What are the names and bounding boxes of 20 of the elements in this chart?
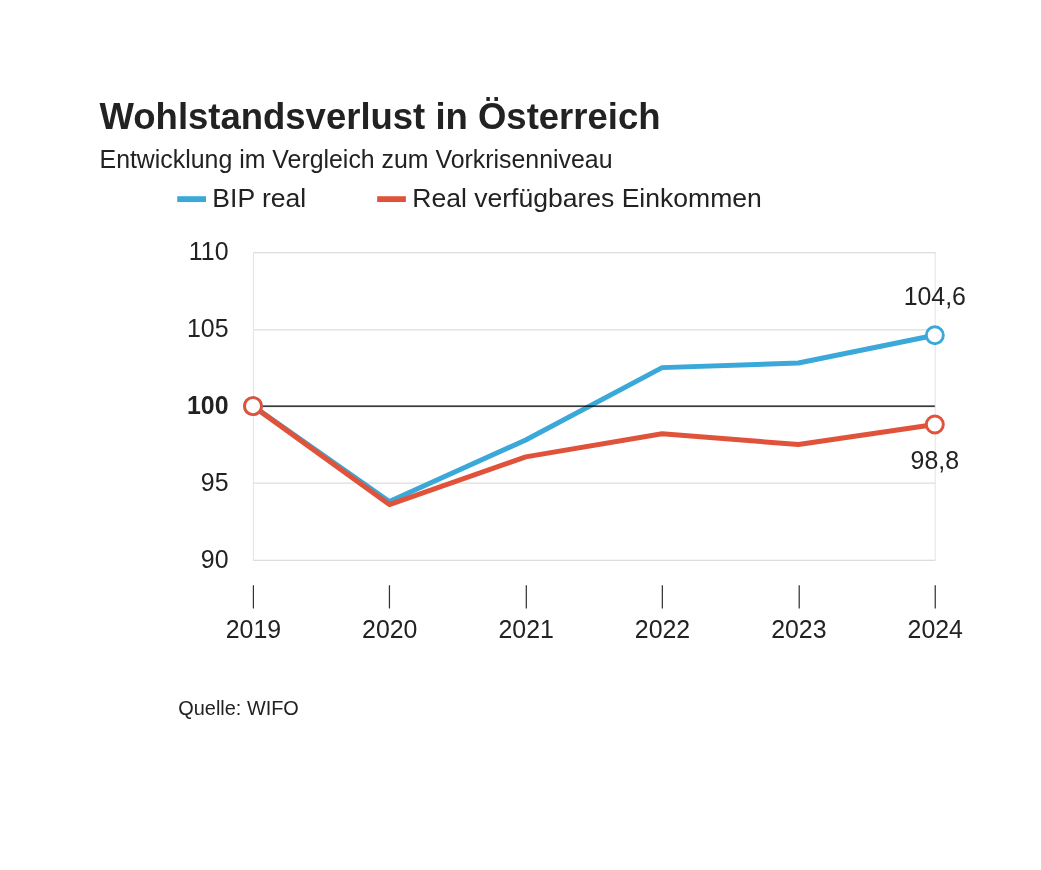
y-tick-label: 95 <box>200 467 229 496</box>
legend-label: Real verfügbares Einkommen <box>412 183 762 214</box>
x-tick-label: 2023 <box>771 615 827 644</box>
point <box>924 414 945 435</box>
x-tick-label: 2021 <box>498 615 554 644</box>
x-tick-label: 2020 <box>362 615 418 644</box>
legend-label: BIP real <box>212 183 307 214</box>
chart-title: Wohlstandsverlust in Österreich <box>99 96 661 138</box>
y-tick-label: 90 <box>200 544 229 573</box>
data-label: 104,6 <box>903 282 966 311</box>
source-note: Quelle: WIFO <box>178 697 299 720</box>
point <box>924 325 945 346</box>
chart-subtitle: Entwicklung im Vergleich zum Vorkrisenniveau <box>99 145 613 174</box>
data-label: 98,8 <box>910 446 960 475</box>
y-tick-label: 100 <box>187 390 229 419</box>
y-tick-label: 105 <box>187 314 229 343</box>
x-tick-label: 2019 <box>225 615 282 644</box>
y-tick-label: 110 <box>188 237 229 266</box>
x-tick-label: 2024 <box>907 615 964 644</box>
x-tick-label: 2022 <box>634 615 691 644</box>
